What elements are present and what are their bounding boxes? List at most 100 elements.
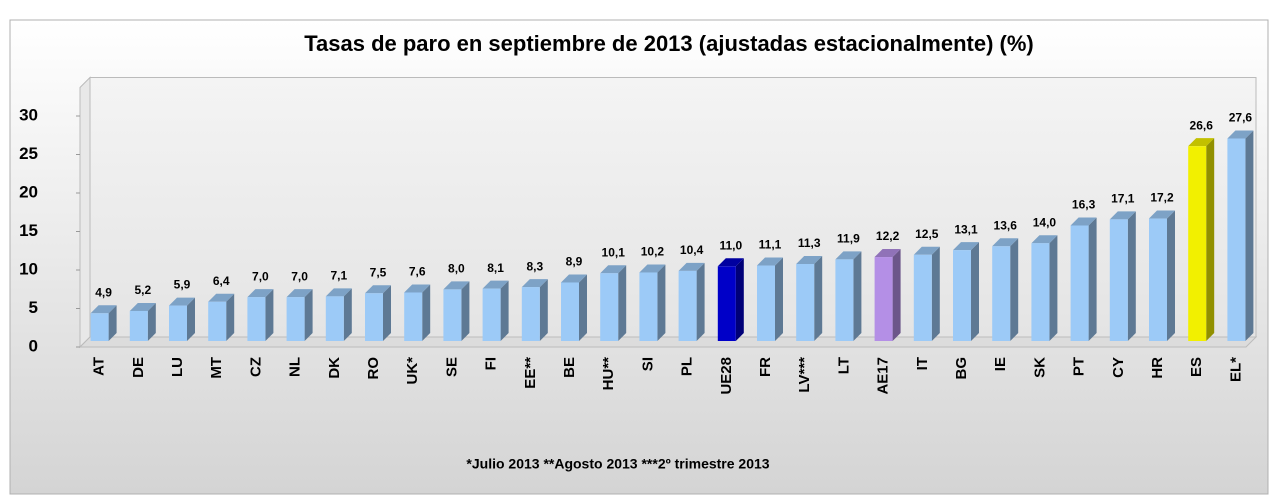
bar-side (304, 289, 313, 341)
value-label: 13,6 (994, 218, 1018, 232)
x-tick-label: FR (757, 357, 774, 377)
bar (796, 263, 815, 341)
bar-top (404, 284, 431, 293)
bar-side (383, 285, 391, 341)
bar-top (757, 257, 783, 266)
bar-top (169, 297, 195, 306)
bar-top (1188, 138, 1215, 147)
bar-top (717, 258, 744, 267)
bar-top (1109, 211, 1136, 220)
value-label: 11,0 (719, 238, 742, 252)
bar (874, 257, 893, 341)
x-tick-label: PT (1071, 357, 1088, 376)
value-label: 8,0 (448, 262, 465, 276)
value-label: 5,9 (174, 278, 191, 292)
x-tick-label: LU (169, 357, 186, 377)
value-label: 4,9 (95, 285, 112, 299)
bar (208, 301, 227, 341)
bar (521, 287, 540, 341)
x-tick-label: LT (835, 357, 852, 374)
bar-top (129, 302, 156, 311)
footnote: *Julio 2013 **Agosto 2013 ***2º trimestr… (466, 456, 769, 472)
value-label: 27,6 (1229, 111, 1253, 125)
x-tick-label: AE17 (875, 357, 892, 395)
bar-side (500, 280, 509, 341)
value-label: 26,6 (1190, 118, 1214, 132)
x-tick-label: AT (91, 357, 108, 376)
bar-side (1167, 210, 1175, 341)
value-label: 8,3 (526, 259, 543, 273)
bar-side (735, 258, 744, 341)
value-label: 7,6 (409, 265, 426, 279)
x-tick-label: HR (1149, 357, 1166, 379)
value-label: 12,5 (915, 227, 939, 241)
value-label: 11,3 (798, 236, 821, 250)
bar (129, 310, 148, 341)
bar-side (853, 251, 862, 341)
value-label: 10,1 (602, 245, 626, 259)
bar-top (1031, 235, 1058, 244)
x-tick-label: PL (679, 357, 696, 376)
bar-side (814, 255, 823, 341)
bar-top (482, 280, 509, 289)
x-tick-label: ES (1188, 357, 1205, 377)
bar-top (639, 264, 666, 273)
bar (90, 313, 109, 341)
bar-side (892, 249, 901, 341)
bar-top (247, 289, 274, 298)
bar-side (343, 288, 352, 341)
x-tick-label: IT (914, 357, 931, 370)
bar (639, 272, 658, 341)
y-tick-label: 0 (29, 336, 38, 355)
value-label: 11,1 (759, 238, 782, 252)
value-label: 6,4 (213, 274, 230, 288)
side-wall (79, 76, 91, 349)
value-label: 7,0 (252, 269, 269, 283)
bar-side (657, 264, 666, 341)
x-tick-label: DK (326, 357, 343, 379)
bar-top (208, 293, 235, 302)
bar (1188, 146, 1207, 341)
value-label: 11,9 (837, 232, 860, 246)
bar-side (539, 279, 548, 341)
bar (600, 273, 619, 341)
bar (913, 254, 932, 341)
value-label: 5,2 (134, 283, 151, 297)
y-tick-label: 30 (19, 105, 38, 124)
bar-side (265, 289, 274, 341)
value-label: 14,0 (1033, 215, 1057, 229)
bar (1109, 219, 1128, 341)
bar-top (1227, 130, 1254, 139)
bar-side (1049, 235, 1058, 341)
value-label: 7,1 (330, 269, 347, 283)
x-tick-label: MT (208, 357, 225, 379)
bar-side (931, 246, 940, 341)
bar-top (678, 262, 705, 271)
bar-side (971, 242, 979, 341)
value-label: 10,4 (680, 243, 704, 257)
bar-top (1070, 217, 1097, 226)
bar-top (286, 289, 313, 298)
bar (953, 250, 971, 341)
y-tick-label: 10 (19, 259, 38, 278)
y-tick-label: 5 (29, 298, 38, 317)
bar-side (696, 262, 705, 341)
y-tick-label: 15 (19, 221, 38, 240)
bar (325, 296, 344, 341)
bar (1031, 243, 1050, 341)
bar (835, 259, 854, 341)
bar-side (422, 284, 431, 341)
bar-side (187, 297, 195, 341)
bar (482, 288, 501, 341)
bar (1149, 218, 1167, 341)
bar (717, 266, 736, 341)
bar (1227, 138, 1246, 341)
bar (169, 305, 187, 341)
bar-top (600, 265, 627, 274)
bar-side (618, 265, 627, 341)
x-tick-label: LV*** (796, 357, 813, 393)
bar-top (1149, 210, 1175, 219)
bar (561, 282, 579, 341)
bar-side (1010, 238, 1019, 341)
